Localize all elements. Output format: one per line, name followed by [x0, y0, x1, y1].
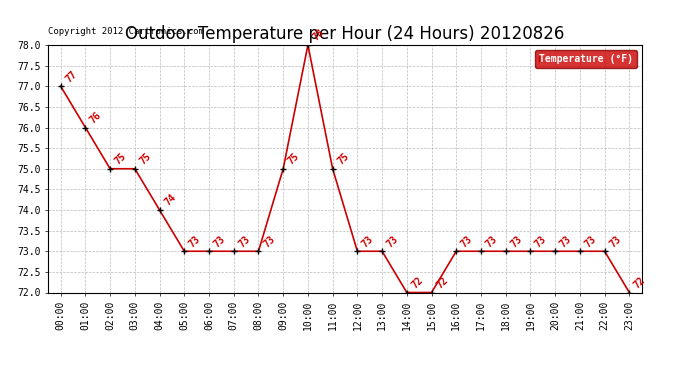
Text: 75: 75	[286, 151, 302, 166]
Text: 73: 73	[607, 234, 623, 249]
Text: 73: 73	[187, 234, 202, 249]
Text: 75: 75	[137, 151, 153, 166]
Text: 76: 76	[88, 110, 104, 125]
Text: 72: 72	[410, 275, 425, 290]
Text: 73: 73	[262, 234, 277, 249]
Text: 74: 74	[162, 192, 178, 208]
Text: 78: 78	[310, 27, 326, 43]
Text: 73: 73	[582, 234, 598, 249]
Text: 72: 72	[632, 275, 647, 290]
Text: 73: 73	[360, 234, 375, 249]
Text: 73: 73	[533, 234, 549, 249]
Legend: Temperature (°F): Temperature (°F)	[535, 50, 637, 68]
Text: 73: 73	[237, 234, 252, 249]
Text: 73: 73	[558, 234, 573, 249]
Text: 73: 73	[459, 234, 475, 249]
Text: 75: 75	[113, 151, 128, 166]
Title: Outdoor Temperature per Hour (24 Hours) 20120826: Outdoor Temperature per Hour (24 Hours) …	[126, 26, 564, 44]
Text: 73: 73	[385, 234, 400, 249]
Text: Copyright 2012 Cartronics.com: Copyright 2012 Cartronics.com	[48, 27, 204, 36]
Text: 72: 72	[434, 275, 450, 290]
Text: 73: 73	[212, 234, 227, 249]
Text: 77: 77	[63, 69, 79, 84]
Text: 73: 73	[509, 234, 524, 249]
Text: 73: 73	[484, 234, 499, 249]
Text: 75: 75	[335, 151, 351, 166]
